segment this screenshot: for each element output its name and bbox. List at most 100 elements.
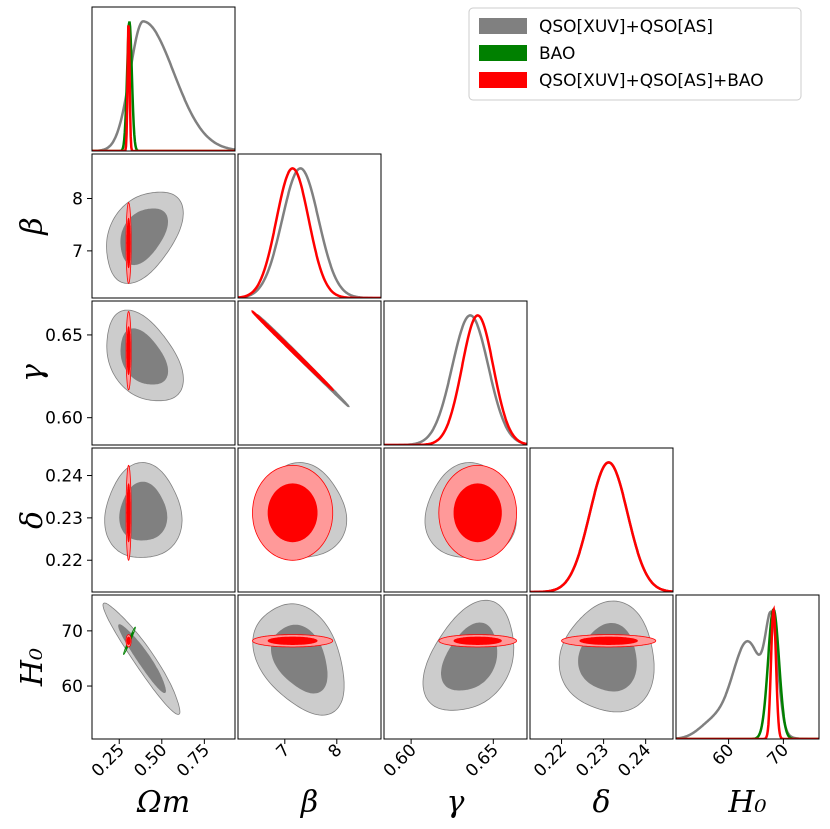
contour-1sigma-qso-xuv-qso-as-bao xyxy=(126,217,131,269)
marginal-gamma-qso-xuv-qso-as- xyxy=(384,314,527,445)
panel-content xyxy=(558,600,657,713)
marginal-Om-bao xyxy=(92,21,235,151)
marginal-Om-qso-xuv-qso-as- xyxy=(92,20,235,151)
x-tick-label-H0: 60 xyxy=(709,740,738,769)
marginal-delta-qso-xuv-qso-as-bao xyxy=(530,461,673,592)
panel-frame xyxy=(383,594,528,740)
panel-frame xyxy=(91,300,236,446)
panel-frame xyxy=(675,594,820,740)
panel-frame xyxy=(237,153,382,299)
marginal-gamma-qso-xuv-qso-as-bao xyxy=(384,314,527,445)
panel-content xyxy=(92,20,235,151)
panel-content xyxy=(384,314,527,445)
y-tick-label-gamma: 0.65 xyxy=(45,326,83,346)
panel-H0-vs-gamma: 0.60 0.65 xyxy=(380,594,528,781)
panel-content xyxy=(424,462,518,561)
y-tick-label-delta: 0.23 xyxy=(45,509,83,529)
panel-content xyxy=(252,603,345,716)
x-axis-label-beta: β xyxy=(300,785,318,820)
x-axis-label-gamma: γ xyxy=(447,785,465,820)
y-axis-label-delta: δ xyxy=(15,511,50,529)
panel-frame xyxy=(237,594,382,740)
x-tick-label-delta: 0.23 xyxy=(572,740,613,781)
panel-content xyxy=(106,309,184,402)
contour-1sigma-qso-xuv-qso-as-bao xyxy=(126,483,131,543)
contour-1sigma-qso-xuv-qso-as- xyxy=(118,624,167,693)
marginal-H0-bao xyxy=(676,607,819,739)
legend-box xyxy=(468,7,802,101)
legend-label-1: BAO xyxy=(539,44,575,64)
x-tick-label-beta: 7 xyxy=(273,740,295,762)
panel-content xyxy=(238,167,381,298)
panel-H0-vs-Om: 60 70 0.25 0.50 0.75 xyxy=(61,594,236,781)
x-tick-label-beta: 8 xyxy=(325,740,347,762)
marginal-beta-qso-xuv-qso-as- xyxy=(238,167,381,298)
panel-H0-vs-delta: 0.22 0.23 0.24 xyxy=(529,594,674,781)
panel-content xyxy=(422,599,518,711)
legend-label-0: QSO[XUV]+QSO[AS] xyxy=(539,17,713,37)
panel-content xyxy=(102,602,181,715)
x-tick-label-Om: 0.25 xyxy=(88,740,129,781)
panel-beta-vs-Om: 78 xyxy=(72,153,236,299)
contour-1sigma-qso-xuv-qso-as-bao xyxy=(126,326,131,376)
y-axis-label-H0: H₀ xyxy=(15,648,50,687)
panel-delta-vs-Om: 0.22 0.23 0.24 xyxy=(45,447,236,593)
panel-H0-vs-H0: 60 70 xyxy=(675,594,820,770)
panel-frame xyxy=(237,447,382,593)
panel-beta-vs-beta xyxy=(237,153,382,299)
panel-delta-vs-delta xyxy=(529,447,674,593)
panel-content xyxy=(252,462,348,561)
x-tick-label-delta: 0.22 xyxy=(530,740,571,781)
x-tick-label-Om: 0.50 xyxy=(130,740,171,781)
contour-1sigma-qso-xuv-qso-as- xyxy=(120,208,168,266)
contour-1sigma-qso-xuv-qso-as-bao xyxy=(267,483,318,543)
legend-swatch-1 xyxy=(479,45,527,61)
contour-1sigma-qso-xuv-qso-as-bao xyxy=(126,636,131,645)
contour-1sigma-qso-xuv-qso-as-bao xyxy=(267,325,319,378)
contour-1sigma-qso-xuv-qso-as-bao xyxy=(267,636,318,645)
y-axis-label-beta: β xyxy=(15,217,50,235)
panel-content xyxy=(530,461,673,592)
legend: QSO[XUV]+QSO[AS] BAO QSO[XUV]+QSO[AS]+BAO xyxy=(468,7,802,101)
legend-label-2: QSO[XUV]+QSO[AS]+BAO xyxy=(539,71,764,91)
panel-Om-vs-Om xyxy=(91,6,236,152)
y-tick-label-H0: 70 xyxy=(61,622,83,642)
marginal-delta-qso-xuv-qso-as- xyxy=(530,461,673,592)
panel-content xyxy=(251,309,350,408)
y-tick-label-gamma: 0.60 xyxy=(45,409,83,429)
panel-gamma-vs-gamma xyxy=(383,300,528,446)
contour-1sigma-qso-xuv-qso-as-bao xyxy=(453,636,502,645)
panel-gamma-vs-beta xyxy=(237,300,382,446)
panel-frame xyxy=(237,300,382,446)
x-axis-label-delta: δ xyxy=(592,785,610,820)
contour-1sigma-qso-xuv-qso-as-bao xyxy=(453,483,502,543)
panel-frame xyxy=(91,594,236,740)
marginal-beta-qso-xuv-qso-as-bao xyxy=(238,167,381,298)
panel-frame xyxy=(383,447,528,593)
panel-content xyxy=(106,191,184,284)
panel-gamma-vs-Om: 0.60 0.65 xyxy=(45,300,236,446)
x-axis-label-Om: Ωm xyxy=(136,785,190,820)
x-tick-label-gamma: 0.65 xyxy=(462,740,503,781)
y-tick-label-beta: 8 xyxy=(72,190,83,210)
panel-frame xyxy=(529,447,674,593)
x-tick-label-delta: 0.24 xyxy=(614,740,655,781)
x-tick-label-gamma: 0.60 xyxy=(380,740,421,781)
x-axis-label-H0: H₀ xyxy=(727,785,766,820)
y-axis-label-gamma: γ xyxy=(15,364,50,382)
panel-frame xyxy=(529,594,674,740)
panel-delta-vs-beta xyxy=(237,447,382,593)
marginal-H0-qso-xuv-qso-as- xyxy=(676,610,819,739)
x-tick-label-H0: 70 xyxy=(763,740,792,769)
y-tick-label-delta: 0.24 xyxy=(45,467,83,487)
legend-swatch-0 xyxy=(479,18,527,34)
y-tick-label-delta: 0.22 xyxy=(45,551,83,571)
contour-1sigma-qso-xuv-qso-as-bao xyxy=(579,636,638,645)
labels-layer: Ωm β γ δ H₀ β γ δ H₀ xyxy=(15,217,767,820)
panel-frame xyxy=(91,6,236,152)
y-tick-label-H0: 60 xyxy=(61,677,83,697)
x-tick-label-Om: 0.75 xyxy=(173,740,214,781)
panel-content xyxy=(104,462,183,561)
